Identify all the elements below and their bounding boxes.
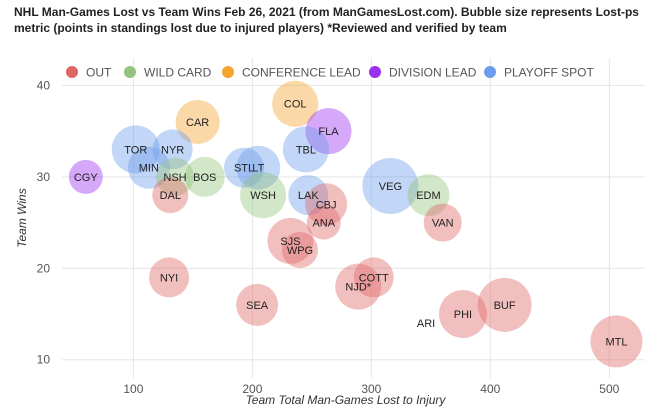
bubble-label: PHI: [454, 309, 472, 321]
bubble-label: EDM: [416, 190, 440, 202]
bubble: [305, 108, 352, 155]
bubble: [288, 175, 329, 216]
bubble-label: NYI: [160, 272, 178, 284]
bubble: [335, 263, 382, 310]
bubble-label: VAN: [432, 218, 454, 230]
x-tick-label: 400: [480, 382, 500, 396]
x-axis-label: Team Total Man-Games Lost to Injury: [246, 393, 447, 407]
x-tick-label: 200: [242, 382, 262, 396]
legend-label: PLAYOFF SPOT: [504, 66, 594, 80]
bubble-label: TOR: [124, 144, 147, 156]
bubble: [305, 183, 348, 226]
bubble-label: SEA: [246, 300, 269, 312]
chart-title: NHL Man-Games Lost vs Team Wins Feb 26, …: [14, 5, 639, 35]
legend-swatch: [369, 66, 381, 78]
bubble: [282, 126, 329, 173]
bubble-label: MTL: [605, 336, 627, 348]
bubble: [152, 177, 189, 214]
bubble: [152, 129, 193, 170]
bubble-label: COL: [284, 99, 307, 111]
bubble-label: BOS: [193, 172, 216, 184]
bubble-label: TBL: [296, 144, 316, 156]
bubble: [127, 146, 170, 189]
bubble-label: WSH: [250, 190, 276, 202]
x-tick-label: 300: [361, 382, 381, 396]
bubbles: [68, 80, 643, 368]
bubble-label: LAK: [298, 190, 319, 202]
bubble-label: NJD*: [345, 282, 371, 294]
bubble: [362, 158, 419, 214]
y-tick-label: 10: [37, 353, 51, 367]
bubble-label: STL: [234, 163, 254, 175]
bubble-label: NSH: [163, 172, 186, 184]
bubble: [68, 159, 103, 194]
bubble-label: LT: [252, 163, 264, 175]
bubble: [111, 125, 160, 174]
bubble: [175, 100, 220, 144]
x-tick-label: 100: [123, 382, 143, 396]
bubble-label: BUF: [494, 300, 516, 312]
bubble-label: FLA: [318, 126, 339, 138]
y-tick-label: 30: [37, 170, 51, 184]
bubble-label: ANA: [312, 218, 335, 230]
bubble: [156, 157, 195, 196]
bubble-label: WPG: [287, 245, 313, 257]
bubble: [149, 257, 190, 298]
legend-swatch: [222, 66, 234, 78]
bubble-label: CGY: [74, 172, 99, 184]
bubble: [306, 205, 341, 240]
bubble: [184, 156, 225, 197]
bubble: [407, 174, 450, 217]
y-tick-label: 40: [37, 78, 51, 92]
bubble: [590, 315, 643, 368]
legend-swatch: [124, 66, 136, 78]
legend-swatch: [484, 66, 496, 78]
bubble: [281, 232, 318, 268]
legend-label: DIVISION LEAD: [389, 66, 477, 80]
gridlines: [62, 58, 645, 378]
legend: OUT WILD CARD CONFERENCE LEAD DIVISION LEAD…: [66, 66, 594, 80]
legend-label: WILD CARD: [144, 66, 212, 80]
bubble-label: COTT: [359, 272, 389, 284]
bubble-label: SJS: [280, 236, 300, 248]
bubble: [236, 283, 279, 326]
bubble: [353, 257, 394, 298]
bubble: [423, 203, 462, 242]
bubble-label: MIN: [139, 163, 159, 175]
bubble-label: DAL: [160, 190, 181, 202]
bubble: [267, 217, 314, 264]
bubble: [240, 172, 287, 219]
y-axis-label: Team Wins: [15, 188, 29, 247]
bubble: [236, 145, 281, 190]
bubble-label: VEG: [379, 181, 402, 193]
legend-label: OUT: [86, 66, 112, 80]
bubble-label: CBJ: [316, 199, 337, 211]
bubble: [272, 80, 319, 127]
x-tick-label: 500: [599, 382, 619, 396]
bubble: [438, 290, 487, 338]
legend-swatch: [66, 66, 78, 78]
bubble-label: NYR: [161, 144, 184, 156]
y-tick-label: 20: [37, 261, 51, 275]
bubble-label: CAR: [186, 117, 209, 129]
bubble: [224, 147, 265, 188]
axes: 10 20 30 40 100 200 300 400 500 Team Total Man-Ga…: [15, 78, 620, 407]
legend-label: CONFERENCE LEAD: [242, 66, 361, 80]
bubble-label: ARI: [417, 318, 435, 330]
bubble: [477, 277, 532, 332]
